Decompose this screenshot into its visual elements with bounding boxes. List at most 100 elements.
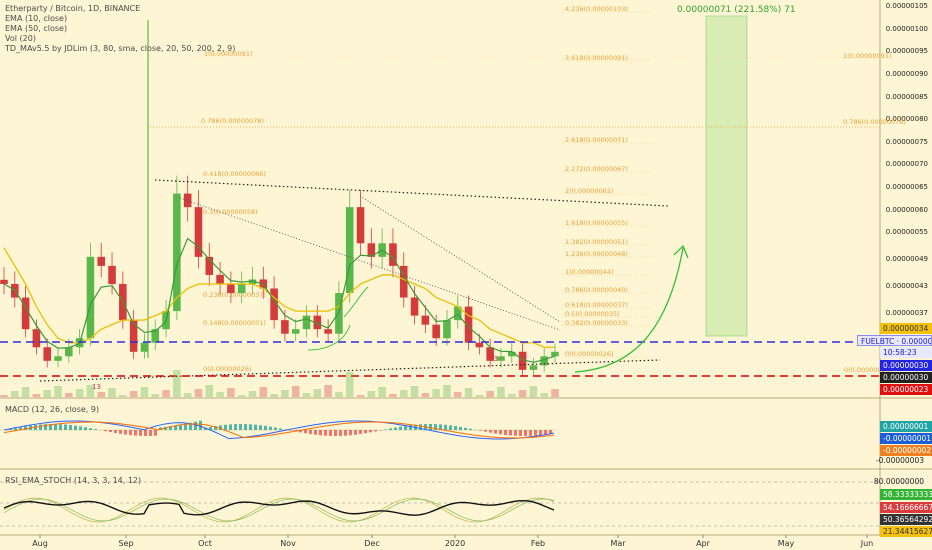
macd-legend[interactable]: MACD (12, 26, close, 9) [5,405,100,414]
candle-body [151,329,160,343]
legend-ema10[interactable]: EMA (10, close) [5,14,68,23]
candle [389,228,397,278]
macd-histogram-bar [234,424,237,430]
tag-blue-level: 0.00000030 [880,360,932,371]
macd-histogram-bar [59,424,62,430]
td-count-label: 13 [489,355,498,363]
macd-histogram-bar [409,425,412,430]
volume-bar [32,394,41,397]
candle [302,305,311,338]
macd-histogram-bar [229,424,232,430]
macd-histogram-bar [284,429,287,430]
macd-histogram-bar [169,426,172,430]
volume-bar [432,389,440,397]
macd-histogram-bar [94,429,97,430]
macd-histogram-bar [419,424,422,430]
macd-histogram-bar [179,424,182,430]
rsi-tag-3: 50.36564292 [880,514,932,525]
macd-histogram-bar [334,430,337,436]
month-label: Apr [696,539,711,548]
volume-bar [464,388,473,397]
candle-body [453,306,462,321]
rsi-tag-4: 21.34415627 [880,526,932,537]
volume-bar [324,385,332,397]
legend-symbol[interactable]: Etherparty / Bitcoin, 1D, BINANCE [5,4,141,13]
macd-histogram-bar [159,427,162,430]
macd-histogram-bar [494,430,497,434]
volume-bar [119,395,127,397]
legend-td[interactable]: TD_MAv5.5 by JDLim (3, 80, sma, close, 2… [5,44,236,53]
volume-bar [540,393,548,397]
tag-high: 0.00000034 [880,323,932,334]
macd-histogram-bar [499,430,502,435]
macd-histogram-bar [524,430,527,436]
mini-arrow-1 [307,324,351,351]
fib-level-label: 0.382(0.00000033) [565,319,628,327]
candle [378,228,386,269]
month-label: 2020 [445,539,465,548]
fib-level-label: 2.272(0.00000067) [565,165,628,173]
rsi-legend[interactable]: RSI_EMA_STOCH (14, 3, 3, 14, 12) [5,476,142,485]
price-axis-label: 0.00000105 [886,2,928,10]
candle-body [237,283,246,294]
macd-histogram-bar [344,430,347,436]
candle-body [432,324,440,339]
candle [140,333,149,359]
macd-histogram-bar [539,430,542,436]
macd-histogram-bar [119,430,122,434]
volume-bar [443,385,451,397]
candle-body [486,347,494,361]
price-axis-label: 0.00000055 [886,228,928,236]
macd-histogram-bar [504,430,507,435]
macd-histogram-bar [364,430,367,434]
candle-body [518,351,527,370]
volume-bar [21,387,30,397]
macd-histogram-bar [104,430,107,432]
volume-bar [475,395,484,397]
macd-histogram-bar [199,420,202,430]
down-trendline-2 [359,195,561,323]
candle [129,309,138,359]
macd-histogram-bar [219,425,222,430]
candle-body [324,329,332,334]
macd-histogram-bar [384,429,387,430]
macd-histogram-bar [184,423,187,430]
legend-vol[interactable]: Vol (20) [5,34,36,43]
price-axis-label: 0.00000090 [886,70,928,78]
macd-histogram-bar [429,424,432,430]
macd-histogram-bar [469,428,472,430]
volume-bar [173,370,181,397]
candle [194,190,203,269]
right-fib-label: 1(0.00000091) [843,52,892,60]
volume-bar [281,390,289,397]
macd-histogram-bar [464,427,467,430]
macd-histogram-bar [489,430,492,433]
macd-histogram-bar [44,424,47,430]
volume-bar [313,389,322,397]
volume-bar [345,372,354,397]
candle [529,357,538,376]
macd-histogram-bar [249,424,252,430]
macd-histogram-bar [89,428,92,430]
volume-bar [183,393,192,397]
volume-bar [497,387,505,397]
legend-ema50[interactable]: EMA (50, close) [5,24,68,33]
month-label: Jun [860,539,874,548]
candle [205,242,214,286]
candle [151,319,160,351]
main-legend: Etherparty / Bitcoin, 1D, BINANCE EMA (1… [5,4,235,54]
volume-bar [551,389,559,397]
volume-bar [237,395,246,397]
macd-histogram-bar [239,424,242,430]
candle [508,343,516,364]
macd-histogram-bar [39,424,42,430]
macd-histogram-bar [139,430,142,436]
tag-pair: FUELBTC · 0.00000031 [857,335,932,346]
volume-bar [270,394,278,397]
volume-bar [54,386,62,397]
projection-box [705,15,748,337]
macd-histogram-bar [299,430,302,433]
candle-body [97,256,106,266]
candle-body [216,274,224,284]
